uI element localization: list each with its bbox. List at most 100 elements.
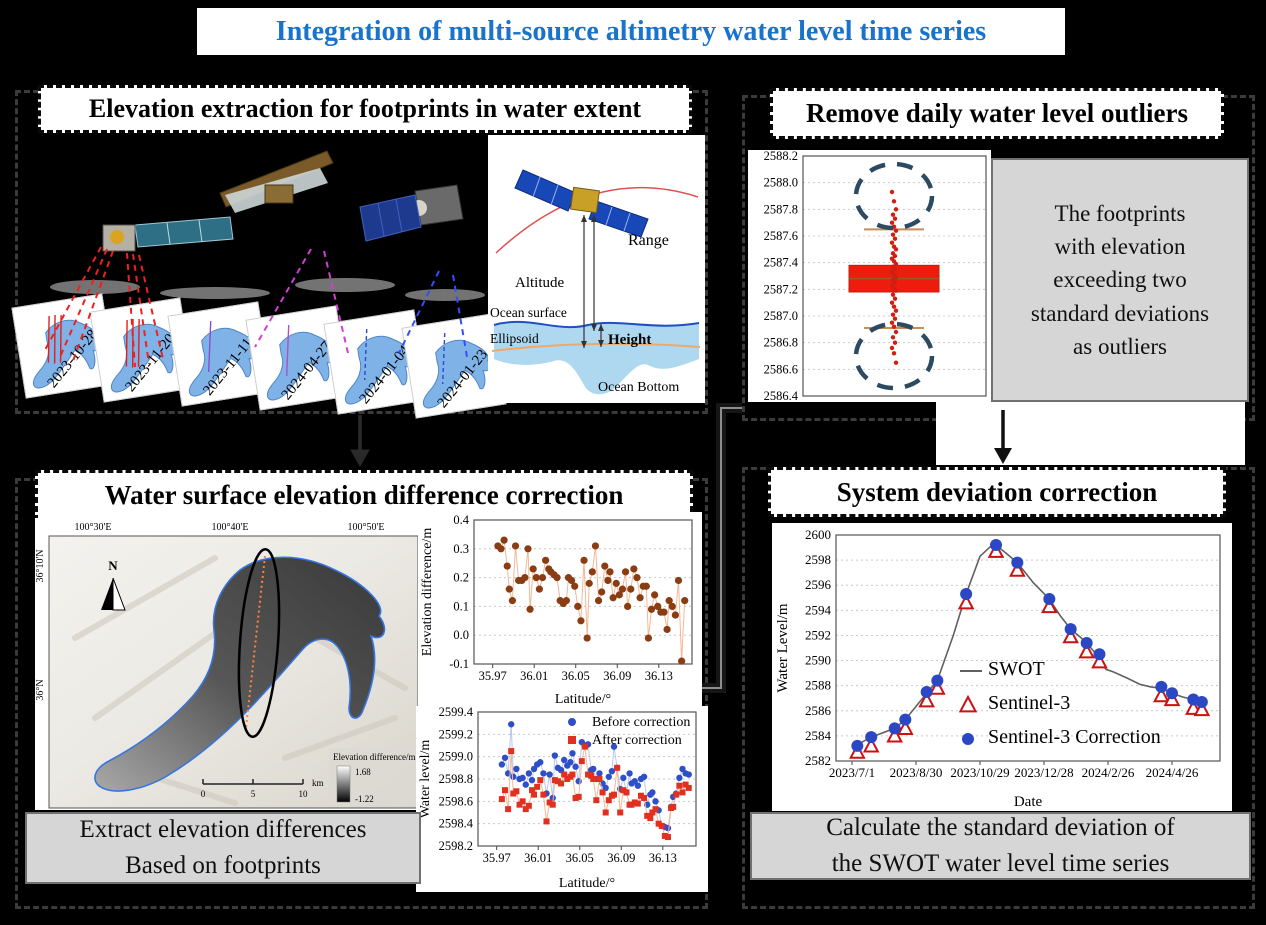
altimetry-schematic: Altitude Range Ocean surface Ellipsoid Heigh…: [488, 135, 705, 403]
satellite-left-icon: [102, 216, 234, 252]
svg-text:2584: 2584: [805, 728, 832, 743]
svg-text:Altitude: Altitude: [515, 275, 565, 291]
svg-text:1.68: 1.68: [355, 767, 371, 777]
svg-text:36.05: 36.05: [566, 851, 594, 865]
svg-text:2587.8: 2587.8: [764, 202, 798, 216]
svg-text:36°N: 36°N: [35, 679, 46, 700]
lake-map-box: 100°30'E 100°40'E 100°50'E 36°10'N 36°N N 0 5 10…: [35, 518, 420, 810]
boxplot-chart: 2586.4 2586.6 2586.8 2587.0 2587.2 2587.4 2587…: [748, 150, 991, 402]
satellite-center-icon: [219, 150, 334, 213]
down-arrow-right: [994, 410, 1012, 464]
svg-text:Water level/m: Water level/m: [418, 740, 433, 819]
svg-text:2598: 2598: [805, 552, 831, 567]
svg-text:2586.8: 2586.8: [764, 336, 798, 350]
svg-text:36.13: 36.13: [649, 851, 677, 865]
svg-text:Ellipsoid: Ellipsoid: [490, 331, 539, 346]
track-lines-magenta: [254, 248, 349, 354]
altimetry-schematic-box: Altitude Range Ocean surface Ellipsoid Heigh…: [488, 135, 705, 403]
svg-text:2586.4: 2586.4: [764, 389, 799, 402]
svg-text:0.1: 0.1: [453, 599, 469, 613]
svg-text:2586: 2586: [805, 703, 832, 718]
down-arrow-left: [350, 415, 370, 468]
svg-text:2588: 2588: [805, 678, 831, 693]
svg-text:km: km: [312, 778, 324, 788]
svg-text:36.13: 36.13: [645, 669, 673, 683]
svg-text:Sentinel-3 Correction: Sentinel-3 Correction: [988, 726, 1161, 748]
satellites-and-track-lines: [44, 150, 485, 368]
elev-diff-chart-box: -0.1 0.0 0.1 0.2 0.3 0.4 35.97 36.01 36.05 36.09 3…: [418, 512, 702, 708]
header-elevation-extraction: Elevation extraction for footprints in w…: [38, 85, 692, 133]
svg-text:36.01: 36.01: [524, 851, 552, 865]
svg-text:Range: Range: [628, 232, 669, 249]
svg-text:2023/7/1: 2023/7/1: [829, 765, 875, 780]
svg-text:-0.1: -0.1: [449, 657, 469, 671]
footprint-card: 2024-01-23: [401, 313, 507, 419]
svg-text:36°10'N: 36°10'N: [35, 549, 46, 582]
elevation-difference-chart: -0.1 0.0 0.1 0.2 0.3 0.4 35.97 36.01 36.05 36.09 3…: [418, 512, 702, 708]
svg-text:2598.6: 2598.6: [439, 794, 473, 808]
svg-text:2587.4: 2587.4: [764, 256, 799, 270]
svg-text:2587.2: 2587.2: [764, 282, 798, 296]
svg-text:2023/12/28: 2023/12/28: [1014, 765, 1073, 780]
svg-text:36.09: 36.09: [603, 669, 631, 683]
cloud-shapes: [50, 278, 485, 301]
svg-text:0: 0: [201, 789, 206, 799]
note-outliers: The footprints with elevation exceeding …: [991, 158, 1249, 402]
note-standard-deviation: Calculate the standard deviation of the …: [750, 812, 1251, 880]
svg-text:N: N: [108, 558, 118, 573]
svg-text:0.2: 0.2: [453, 571, 469, 585]
svg-text:0.3: 0.3: [453, 542, 469, 556]
svg-text:Water Level/m: Water Level/m: [775, 603, 791, 692]
note-extract-differences: Extract elevation differences Based on f…: [25, 812, 421, 884]
svg-text:2594: 2594: [805, 602, 832, 617]
svg-text:-1.22: -1.22: [355, 794, 374, 804]
svg-text:2588.0: 2588.0: [764, 176, 798, 190]
svg-text:2023/10/29: 2023/10/29: [950, 765, 1009, 780]
svg-text:2024/2/26: 2024/2/26: [1082, 765, 1135, 780]
track-lines-red: [44, 246, 164, 368]
svg-text:2023/8/30: 2023/8/30: [890, 765, 943, 780]
svg-text:2588.2: 2588.2: [764, 150, 798, 163]
svg-text:35.97: 35.97: [479, 669, 507, 683]
svg-text:0.4: 0.4: [453, 513, 469, 527]
svg-text:35.97: 35.97: [483, 851, 511, 865]
svg-text:0.0: 0.0: [453, 628, 469, 642]
header-difference-correction: Water surface elevation difference corre…: [35, 470, 693, 521]
svg-text:SWOT: SWOT: [988, 658, 1045, 680]
header-system-deviation: System deviation correction: [768, 467, 1226, 517]
svg-text:Latitude/°: Latitude/°: [555, 692, 611, 707]
satellite-right-icon: [359, 184, 464, 242]
footprint-card: 2023-11-20: [89, 297, 195, 403]
svg-text:Ocean Bottom: Ocean Bottom: [598, 380, 679, 395]
svg-text:Date: Date: [1014, 794, 1043, 810]
svg-text:36.05: 36.05: [562, 669, 590, 683]
svg-text:36.01: 36.01: [520, 669, 548, 683]
svg-text:2582: 2582: [805, 753, 831, 768]
svg-text:Elevation difference/m: Elevation difference/m: [420, 528, 435, 657]
svg-text:Elevation difference/m: Elevation difference/m: [333, 752, 416, 762]
svg-text:2590: 2590: [805, 653, 831, 668]
svg-text:After correction: After correction: [592, 733, 682, 748]
svg-text:Latitude/°: Latitude/°: [559, 876, 615, 891]
svg-text:2587.6: 2587.6: [764, 229, 798, 243]
svg-text:Height: Height: [608, 332, 651, 348]
svg-text:36.09: 36.09: [607, 851, 635, 865]
svg-text:2600: 2600: [805, 527, 831, 542]
lake-map: 100°30'E 100°40'E 100°50'E 36°10'N 36°N N 0 5 10…: [35, 518, 420, 810]
svg-text:10: 10: [299, 789, 309, 799]
correction-chart-box: 2598.2 2598.4 2598.6 2598.8 2599.0 2599.2 2599…: [416, 706, 708, 892]
svg-text:Before correction: Before correction: [592, 715, 690, 730]
svg-text:2598.8: 2598.8: [439, 772, 473, 786]
connector-background: [936, 402, 1245, 465]
svg-text:5: 5: [251, 789, 256, 799]
timeseries-chart-box: 2582 2584 2586 2588 2590 2592 2594 2596 2598 2600…: [772, 523, 1232, 811]
boxplot-box: 2586.4 2586.6 2586.8 2587.0 2587.2 2587.4 2587…: [748, 150, 991, 402]
svg-text:2024/4/26: 2024/4/26: [1146, 765, 1199, 780]
svg-text:Ocean surface: Ocean surface: [490, 305, 567, 320]
svg-text:2586.6: 2586.6: [764, 362, 798, 376]
svg-text:100°30'E: 100°30'E: [75, 522, 112, 533]
svg-text:2599.2: 2599.2: [439, 727, 473, 741]
svg-text:2592: 2592: [805, 627, 831, 642]
